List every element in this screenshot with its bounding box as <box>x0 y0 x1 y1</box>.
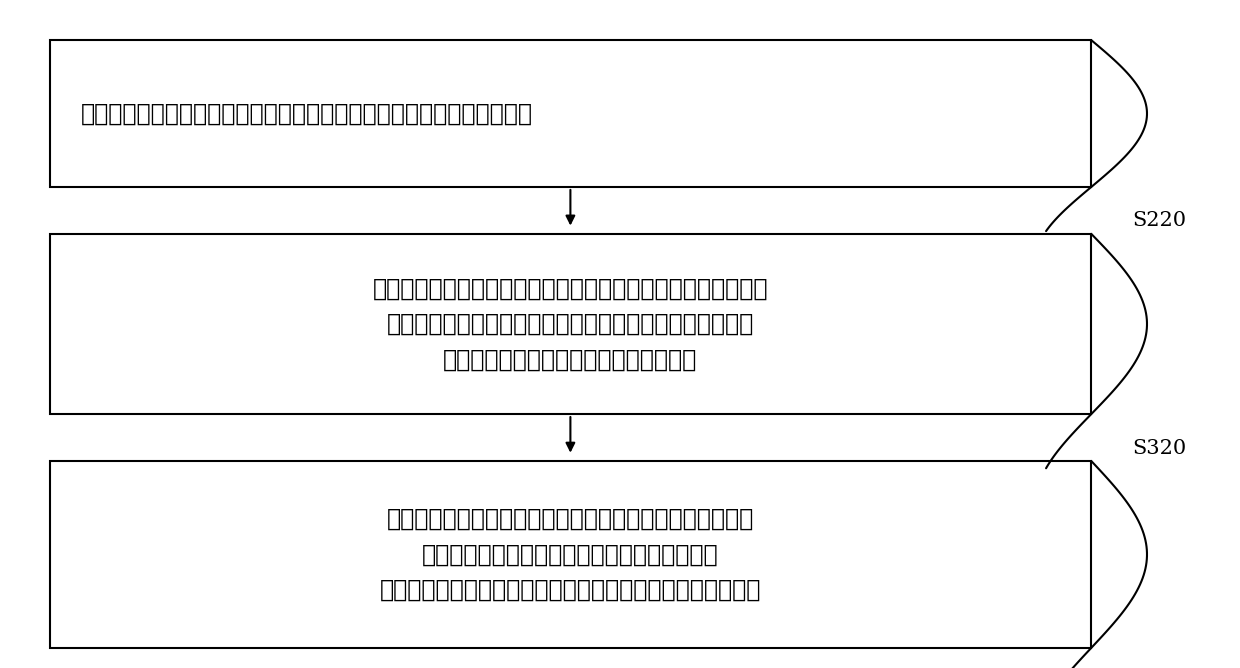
Text: 将所述升温数据分别与升温上限阈值和升温下限阈值进行比较，
当所述升温数据小于升温上限阈值且大于升温下限阈值时，
判定水泵空转，否则判定水泵运行正常。: 将所述升温数据分别与升温上限阈值和升温下限阈值进行比较， 当所述升温数据小于升温… <box>373 277 768 371</box>
Text: S320: S320 <box>1132 439 1187 458</box>
Bar <box>50 461 1091 648</box>
Bar <box>50 234 1091 414</box>
Text: S220: S220 <box>1132 212 1187 230</box>
Bar <box>50 40 1091 187</box>
Text: 获取升温数据，所述升温数据为水泵中水温在预设时间内的温度上升值。: 获取升温数据，所述升温数据为水泵中水温在预设时间内的温度上升值。 <box>81 102 533 126</box>
Text: 统计比较结果为水泵空转的连续次数，获得连续异常次数；
将所述连续异常次数与预设的次数阈值相比较，
当所述连续异常次数超出预设的次数阈值时，控制水泵停机。: 统计比较结果为水泵空转的连续次数，获得连续异常次数； 将所述连续异常次数与预设的… <box>379 507 761 602</box>
